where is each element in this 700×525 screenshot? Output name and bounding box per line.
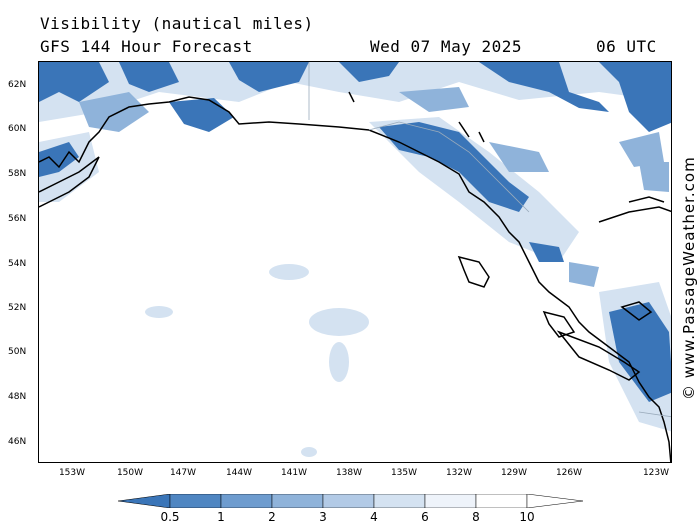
map-canvas [39, 62, 671, 462]
legend-swatch [169, 494, 222, 508]
visibility-legend-bar [118, 494, 584, 508]
legend-swatch [271, 494, 324, 508]
legend-swatch [526, 494, 584, 508]
legend-swatch [322, 494, 375, 508]
legend-label: 8 [472, 510, 480, 524]
lon-label: 141W [280, 468, 308, 478]
lon-label: 144W [225, 468, 253, 478]
lon-label: 132W [445, 468, 473, 478]
credit-text: © www.PassageWeather.com [680, 156, 698, 400]
forecast-label: GFS 144 Hour Forecast [40, 37, 253, 56]
lon-label: 123W [642, 468, 670, 478]
lon-label: 129W [500, 468, 528, 478]
legend-label: 3 [319, 510, 327, 524]
lat-label: 48N [8, 392, 27, 402]
lat-label: 60N [8, 124, 27, 134]
legend-label: 4 [370, 510, 378, 524]
map-title: Visibility (nautical miles) [40, 14, 314, 33]
lat-label: 46N [8, 437, 27, 447]
low-visibility-areas [39, 62, 671, 402]
lon-label: 126W [555, 468, 583, 478]
legend-swatch [424, 494, 477, 508]
coastline [39, 91, 671, 462]
mid-visibility-areas [79, 87, 669, 287]
lon-label: 150W [116, 468, 144, 478]
lon-label: 147W [169, 468, 197, 478]
legend-swatch [373, 494, 426, 508]
lon-label: 153W [58, 468, 86, 478]
lat-label: 50N [8, 347, 27, 357]
legend-label: 10 [519, 510, 535, 524]
lat-label: 58N [8, 169, 27, 179]
forecast-time: 06 UTC [596, 37, 657, 56]
legend-label: 6 [421, 510, 429, 524]
legend-label: 0.5 [160, 510, 180, 524]
legend-label: 1 [217, 510, 225, 524]
lon-label: 138W [335, 468, 363, 478]
lon-label: 135W [390, 468, 418, 478]
forecast-date: Wed 07 May 2025 [370, 37, 522, 56]
lat-label: 52N [8, 303, 27, 313]
lat-label: 62N [8, 80, 27, 90]
land-boundaries [308, 62, 671, 418]
legend-swatch [118, 494, 171, 508]
lat-label: 54N [8, 259, 27, 269]
legend-label: 2 [268, 510, 276, 524]
legend-swatch [220, 494, 273, 508]
visibility-map[interactable] [38, 61, 672, 463]
lat-label: 56N [8, 214, 27, 224]
legend-swatch [475, 494, 528, 508]
